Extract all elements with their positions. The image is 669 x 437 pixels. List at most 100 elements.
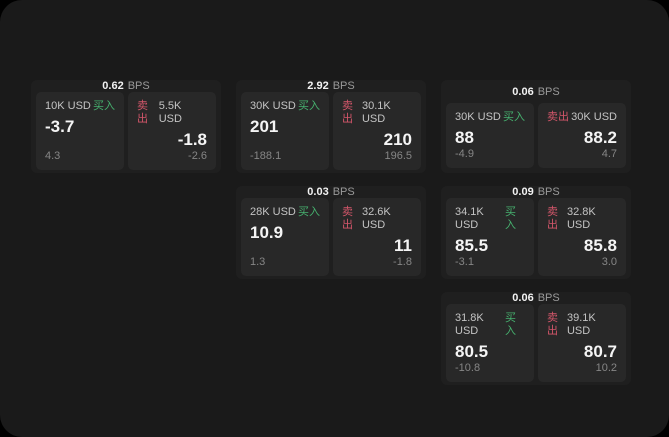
buy-sub-value: -10.8 <box>455 362 481 374</box>
buy-panel-top: 30K USD 买入 <box>250 100 320 113</box>
buy-amount-label: 30K USD <box>250 100 296 112</box>
bps-value: 0.09 <box>512 186 534 198</box>
card-header: 0.62 BPS <box>31 80 221 92</box>
buy-price: 85.5 <box>455 236 489 255</box>
bps-unit-label: BPS <box>537 85 560 98</box>
buy-panel-top: 30K USD 买入 <box>455 111 525 124</box>
buy-price: 80.5 <box>455 342 489 361</box>
sell-tag: 卖出 <box>137 100 148 125</box>
buy-panel[interactable]: 30K USD 买入 88 -4.9 <box>446 103 534 168</box>
sell-amount-label: 30.1K USD <box>361 100 391 125</box>
bps-unit-label: BPS <box>537 186 560 198</box>
buy-price: 10.9 <box>250 223 284 242</box>
buy-amount-label: 28K USD <box>250 206 296 218</box>
sell-panel[interactable]: 卖出 30.1K USD 210 196.5 <box>333 92 421 170</box>
buy-panel[interactable]: 31.8K USD 买入 80.5 -10.8 <box>446 304 534 382</box>
bps-unit-label: BPS <box>332 80 355 92</box>
sell-price: 210 <box>383 130 412 149</box>
buy-tag: 买入 <box>298 100 320 112</box>
sell-price: 85.8 <box>583 236 617 255</box>
buy-sub-value: -4.9 <box>455 148 474 160</box>
card-header: 0.06 BPS <box>441 80 631 103</box>
card-header: 0.06 BPS <box>441 292 631 304</box>
bps-unit-label: BPS <box>332 186 355 198</box>
quote-card: 0.06 BPS 30K USD 买入 88 -4.9 卖出 30K USD <box>441 80 631 173</box>
bps-value: 0.06 <box>512 85 534 98</box>
bps-unit-label: BPS <box>537 292 560 304</box>
sell-tag: 卖出 <box>547 312 558 337</box>
buy-sub-value: 1.3 <box>250 256 266 268</box>
bps-value: 0.03 <box>307 186 329 198</box>
buy-panel-top: 10K USD 买入 <box>45 100 115 113</box>
panels: 34.1K USD 买入 85.5 -3.1 卖出 32.8K USD 85.8… <box>441 198 631 279</box>
buy-price: -3.7 <box>45 117 75 136</box>
buy-price: 88 <box>455 128 474 147</box>
sell-sub-value: 3.0 <box>601 256 617 268</box>
quote-card: 0.09 BPS 34.1K USD 买入 85.5 -3.1 卖出 32.8K… <box>441 186 631 279</box>
sell-tag: 卖出 <box>547 111 569 123</box>
panels: 28K USD 买入 10.9 1.3 卖出 32.6K USD 11 -1.8 <box>236 198 426 279</box>
sell-sub-value: -2.6 <box>188 150 207 162</box>
sell-sub-value: -1.8 <box>393 256 412 268</box>
bps-value: 0.06 <box>512 292 534 304</box>
sell-panel[interactable]: 卖出 39.1K USD 80.7 10.2 <box>538 304 626 382</box>
sell-price: -1.8 <box>177 130 207 149</box>
buy-price: 201 <box>250 117 279 136</box>
sell-amount-label: 32.8K USD <box>566 206 596 231</box>
buy-amount-label: 31.8K USD <box>455 312 484 337</box>
sell-amount-label: 32.6K USD <box>361 206 391 231</box>
card-header: 0.09 BPS <box>441 186 631 198</box>
quote-card: 0.03 BPS 28K USD 买入 10.9 1.3 卖出 32.6K US… <box>236 186 426 279</box>
sell-price: 80.7 <box>583 342 617 361</box>
sell-panel[interactable]: 卖出 32.6K USD 11 -1.8 <box>333 198 421 276</box>
sell-sub-value: 4.7 <box>601 148 617 160</box>
sell-panel[interactable]: 卖出 5.5K USD -1.8 -2.6 <box>128 92 216 170</box>
quotes-grid: 0.62 BPS 10K USD 买入 -3.7 4.3 卖出 5.5K USD <box>31 80 631 385</box>
buy-tag: 买入 <box>298 206 320 218</box>
sell-price: 11 <box>394 236 412 255</box>
buy-tag: 买入 <box>93 100 115 112</box>
buy-panel[interactable]: 28K USD 买入 10.9 1.3 <box>241 198 329 276</box>
panels: 10K USD 买入 -3.7 4.3 卖出 5.5K USD -1.8 -2.… <box>31 92 221 173</box>
sell-amount-label: 39.1K USD <box>566 312 596 337</box>
sell-sub-value: 10.2 <box>595 362 617 374</box>
bps-unit-label: BPS <box>127 80 150 92</box>
sell-panel[interactable]: 卖出 32.8K USD 85.8 3.0 <box>538 198 626 276</box>
sell-amount-label: 5.5K USD <box>158 100 182 125</box>
sell-tag: 卖出 <box>342 100 353 125</box>
buy-amount-label: 34.1K USD <box>455 206 484 231</box>
card-header: 2.92 BPS <box>236 80 426 92</box>
bps-value: 0.62 <box>102 80 124 92</box>
buy-panel-top: 34.1K USD 买入 <box>455 206 525 232</box>
buy-sub-value: -188.1 <box>250 150 282 162</box>
buy-panel-top: 31.8K USD 买入 <box>455 312 525 338</box>
sell-amount-label: 30K USD <box>571 111 617 123</box>
sell-panel-top: 卖出 32.6K USD <box>342 206 412 232</box>
panels: 30K USD 买入 201 -188.1 卖出 30.1K USD 210 1… <box>236 92 426 173</box>
buy-amount-label: 10K USD <box>45 100 91 112</box>
buy-tag: 买入 <box>505 312 517 337</box>
buy-panel[interactable]: 34.1K USD 买入 85.5 -3.1 <box>446 198 534 276</box>
buy-panel-top: 28K USD 买入 <box>250 206 320 219</box>
sell-panel-top: 卖出 5.5K USD <box>137 100 207 126</box>
bps-value: 2.92 <box>307 80 329 92</box>
quote-card: 2.92 BPS 30K USD 买入 201 -188.1 卖出 30.1K … <box>236 80 426 173</box>
buy-panel[interactable]: 30K USD 买入 201 -188.1 <box>241 92 329 170</box>
sell-tag: 卖出 <box>547 206 558 231</box>
buy-amount-label: 30K USD <box>455 111 501 123</box>
buy-tag: 买入 <box>505 206 517 231</box>
sell-panel[interactable]: 卖出 30K USD 88.2 4.7 <box>538 103 626 168</box>
panels: 31.8K USD 买入 80.5 -10.8 卖出 39.1K USD 80.… <box>441 304 631 385</box>
buy-sub-value: 4.3 <box>45 150 61 162</box>
quote-card: 0.06 BPS 31.8K USD 买入 80.5 -10.8 卖出 39.1… <box>441 292 631 385</box>
sell-panel-top: 卖出 32.8K USD <box>547 206 617 232</box>
buy-panel[interactable]: 10K USD 买入 -3.7 4.3 <box>36 92 124 170</box>
sell-panel-top: 卖出 30K USD <box>547 111 617 124</box>
sell-sub-value: 196.5 <box>384 150 412 162</box>
panels: 30K USD 买入 88 -4.9 卖出 30K USD 88.2 4.7 <box>441 103 631 173</box>
quote-card: 0.62 BPS 10K USD 买入 -3.7 4.3 卖出 5.5K USD <box>31 80 221 173</box>
sell-price: 88.2 <box>583 128 617 147</box>
buy-tag: 买入 <box>503 111 525 123</box>
card-header: 0.03 BPS <box>236 186 426 198</box>
